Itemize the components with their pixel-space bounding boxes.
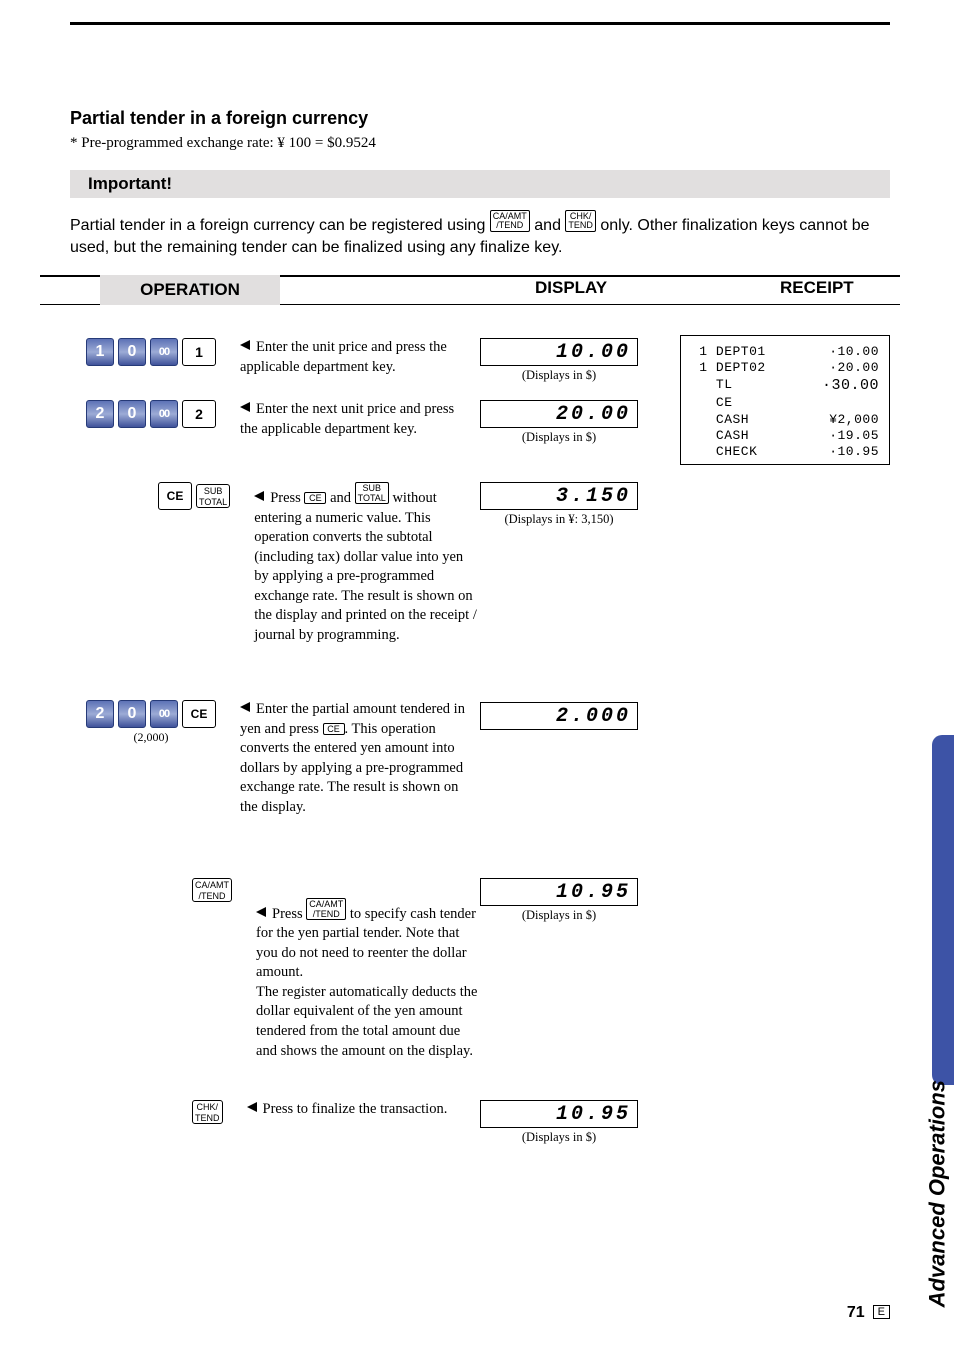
step-4: 2 0 00 CE (2,000) Enter the partial amou… xyxy=(86,700,465,817)
page-number: 71E xyxy=(847,1304,890,1322)
disp-5: 10.95 (Displays in $) xyxy=(480,878,638,923)
num-key[interactable]: 0 xyxy=(118,338,146,366)
dept-key[interactable]: 1 xyxy=(182,338,216,366)
keys: CE SUBTOTAL xyxy=(158,482,230,646)
disp-3: 3.150 (Displays in ¥: 3,150) xyxy=(480,482,638,527)
important-label: Important! xyxy=(70,170,890,198)
hdr-display: DISPLAY xyxy=(535,278,607,298)
desc: Press CA/AMT/TEND to specify cash tender… xyxy=(256,878,481,1061)
receipt: 1 DEPT01·10.00 1 DEPT02·20.00 TL·30.00 C… xyxy=(680,335,890,465)
disp-6: 10.95 (Displays in $) xyxy=(480,1100,638,1145)
important-bar: Important! xyxy=(70,170,890,198)
hdr-operation: OPERATION xyxy=(100,275,280,305)
subtotal-key-icon: SUBTOTAL xyxy=(355,482,389,504)
section-title: Partial tender in a foreign currency xyxy=(70,108,368,129)
step-3: CE SUBTOTAL Press CE and SUBTOTAL withou… xyxy=(158,482,479,646)
ce-key[interactable]: CE xyxy=(158,482,192,510)
caamt-key[interactable]: CA/AMT/TEND xyxy=(192,878,232,902)
txt: and xyxy=(534,217,565,234)
step-1: 1 0 00 1 Enter the unit price and press … xyxy=(86,338,465,377)
num-key[interactable]: 00 xyxy=(150,338,178,366)
keys: 2 0 00 CE (2,000) xyxy=(86,700,216,745)
disp-4: 2.000 xyxy=(480,702,638,730)
ce-key[interactable]: CE xyxy=(182,700,216,728)
desc: Enter the next unit price and press the … xyxy=(240,400,465,439)
desc: Press CE and SUBTOTAL without entering a… xyxy=(254,482,479,646)
num-key[interactable]: 0 xyxy=(118,700,146,728)
step-6: CHK/TEND Press to finalize the transacti… xyxy=(192,1100,472,1124)
desc: Enter the unit price and press the appli… xyxy=(240,338,465,377)
arrow-icon xyxy=(240,340,250,350)
keys: CA/AMT/TEND xyxy=(192,878,232,1061)
dept-key[interactable]: 2 xyxy=(182,400,216,428)
num-key[interactable]: 0 xyxy=(118,400,146,428)
top-rule xyxy=(70,22,890,25)
hdr-receipt: RECEIPT xyxy=(780,278,854,298)
caamt-key-icon: CA/AMT/TEND xyxy=(490,210,530,232)
step-2: 2 0 00 2 Enter the next unit price and p… xyxy=(86,400,465,439)
header-row: OPERATION DISPLAY RECEIPT xyxy=(40,275,900,305)
important-text: Partial tender in a foreign currency can… xyxy=(70,210,890,260)
step-5: CA/AMT/TEND Press CA/AMT/TEND to specify… xyxy=(192,878,481,1061)
side-text: Advanced Operations xyxy=(924,1080,950,1307)
chk-key[interactable]: CHK/TEND xyxy=(192,1100,223,1124)
num-key[interactable]: 1 xyxy=(86,338,114,366)
desc: Press to finalize the transaction. xyxy=(247,1100,472,1124)
disp-1: 10.00 (Displays in $) xyxy=(480,338,638,383)
arrow-icon xyxy=(254,491,264,501)
num-key[interactable]: 00 xyxy=(150,700,178,728)
desc: Enter the partial amount tendered in yen… xyxy=(240,700,465,817)
num-key[interactable]: 2 xyxy=(86,700,114,728)
side-tab xyxy=(932,735,954,1085)
arrow-icon xyxy=(256,907,266,917)
keys: 2 0 00 2 xyxy=(86,400,216,439)
txt: Partial tender in a foreign currency can… xyxy=(70,217,490,234)
e-icon: E xyxy=(873,1305,890,1319)
num-key[interactable]: 00 xyxy=(150,400,178,428)
arrow-icon xyxy=(240,402,250,412)
num-key[interactable]: 2 xyxy=(86,400,114,428)
amount-caption: (2,000) xyxy=(86,730,216,745)
keys: CHK/TEND xyxy=(192,1100,223,1124)
caamt-key-icon: CA/AMT/TEND xyxy=(306,898,346,920)
keys: 1 0 00 1 xyxy=(86,338,216,377)
ce-key-icon: CE xyxy=(323,723,345,735)
arrow-icon xyxy=(240,702,250,712)
chk-key-icon: CHK/TEND xyxy=(565,210,596,232)
subtotal-key[interactable]: SUBTOTAL xyxy=(196,484,230,508)
prerate: * Pre-programmed exchange rate: ¥ 100 = … xyxy=(70,135,376,152)
ce-key-icon: CE xyxy=(304,492,326,504)
arrow-icon xyxy=(247,1102,257,1112)
disp-2: 20.00 (Displays in $) xyxy=(480,400,638,445)
